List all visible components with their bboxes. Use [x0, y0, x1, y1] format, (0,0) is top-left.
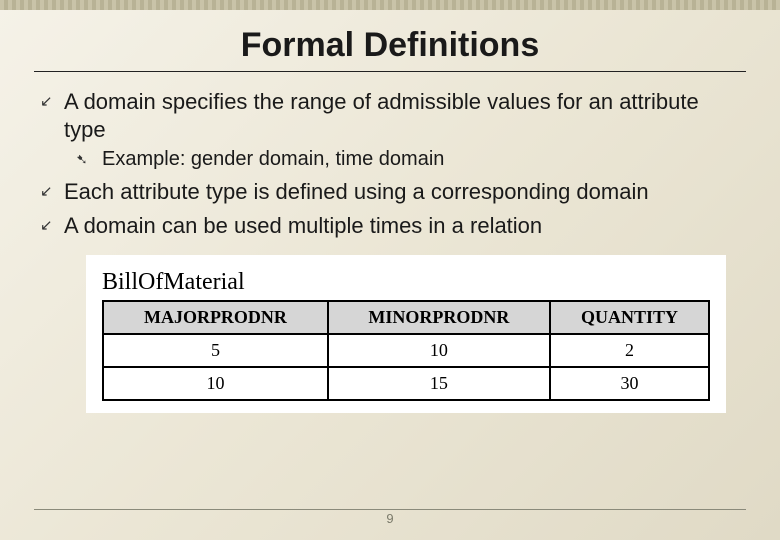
table-cell: 10	[103, 367, 328, 400]
bullet-text: Example: gender domain, time domain	[102, 147, 444, 172]
table-header-cell: QUANTITY	[550, 301, 709, 334]
bullet-item: ↙ Each attribute type is defined using a…	[40, 178, 740, 206]
content-area: ↙ A domain specifies the range of admiss…	[0, 72, 780, 413]
table-header-cell: MINORPRODNR	[328, 301, 550, 334]
table-cell: 2	[550, 334, 709, 367]
top-stripe	[0, 0, 780, 10]
table-row: 10 15 30	[103, 367, 709, 400]
table-cell: 30	[550, 367, 709, 400]
bullet-text: A domain specifies the range of admissib…	[64, 88, 740, 143]
bullet-item: ↙ A domain specifies the range of admiss…	[40, 88, 740, 143]
table-row: 5 10 2	[103, 334, 709, 367]
pin-icon: ➷	[76, 147, 102, 168]
table-header-cell: MAJORPRODNR	[103, 301, 328, 334]
table-cell: 10	[328, 334, 550, 367]
arrow-icon: ↙	[40, 88, 64, 110]
table-cell: 5	[103, 334, 328, 367]
table-block: BillOfMaterial MAJORPRODNR MINORPRODNR Q…	[86, 255, 726, 413]
bullet-text: Each attribute type is defined using a c…	[64, 178, 649, 206]
bill-of-material-table: MAJORPRODNR MINORPRODNR QUANTITY 5 10 2 …	[102, 300, 710, 401]
table-cell: 15	[328, 367, 550, 400]
slide: Formal Definitions ↙ A domain specifies …	[0, 0, 780, 540]
footer-line	[34, 509, 746, 510]
table-header-row: MAJORPRODNR MINORPRODNR QUANTITY	[103, 301, 709, 334]
table-caption: BillOfMaterial	[102, 269, 710, 296]
slide-title: Formal Definitions	[0, 26, 780, 65]
bullet-text: A domain can be used multiple times in a…	[64, 212, 542, 240]
arrow-icon: ↙	[40, 212, 64, 234]
arrow-icon: ↙	[40, 178, 64, 200]
bullet-item: ↙ A domain can be used multiple times in…	[40, 212, 740, 240]
bullet-item: ➷ Example: gender domain, time domain	[76, 147, 740, 172]
page-number: 9	[0, 511, 780, 526]
